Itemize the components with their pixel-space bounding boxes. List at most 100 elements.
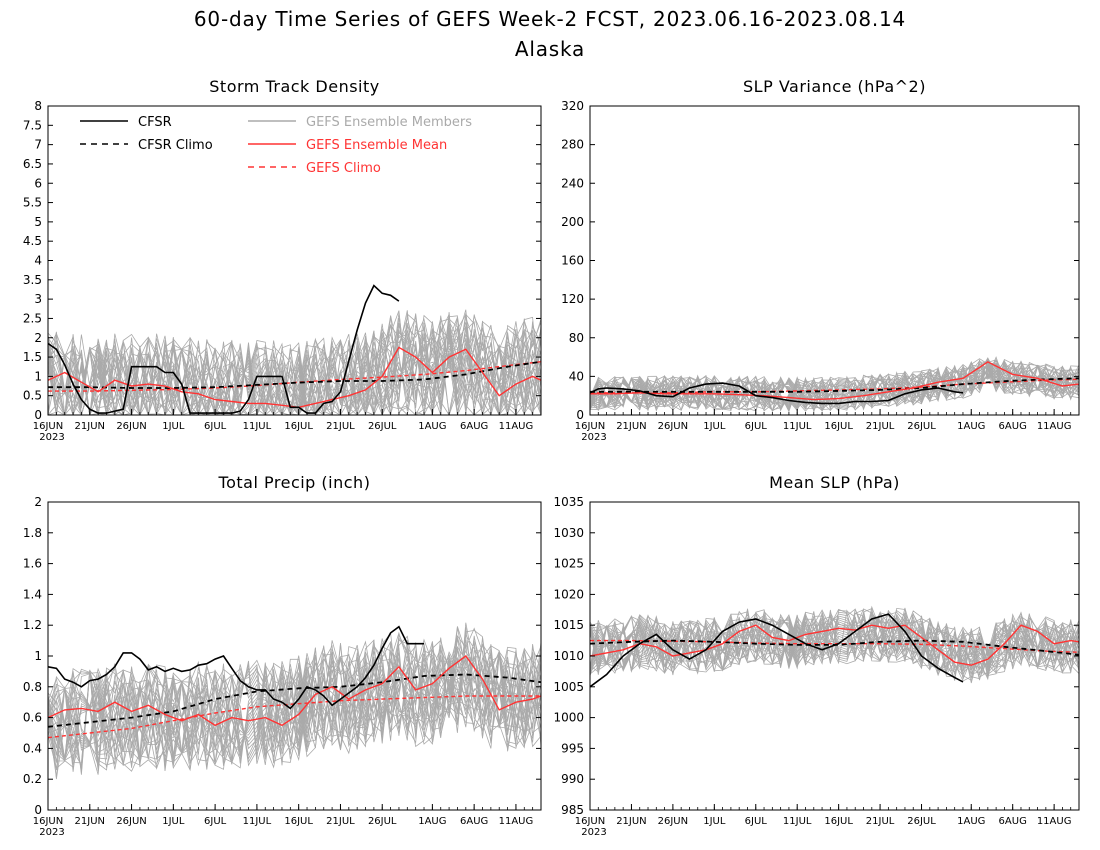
x-tick-label: 11AUG bbox=[1037, 421, 1072, 432]
ensemble-member-line bbox=[48, 312, 541, 415]
x-tick-label: 21JUN bbox=[75, 816, 105, 827]
x-tick-label: 21JUL bbox=[866, 421, 895, 432]
panel-total-precip-inch: Total Precip (inch) 0 0.2 0.4 0.6 0.8 1 1.2 1.4 1… bbox=[23, 473, 542, 838]
y-tick-label: 985 bbox=[561, 803, 584, 817]
series-line-cfsr-climo bbox=[48, 360, 542, 389]
x-tick-label: 21JUN bbox=[616, 421, 646, 432]
y-tick-label: 200 bbox=[561, 215, 584, 229]
y-tick-label: 1.5 bbox=[23, 350, 42, 364]
series-line-gefs-ensemble-mean bbox=[47, 655, 542, 727]
x-tick-label: 16JUN bbox=[575, 816, 605, 827]
ensemble-member-line bbox=[48, 655, 541, 780]
y-tick-label: 0.8 bbox=[23, 680, 42, 694]
panel-storm-track-density: Storm Track Density 0 0.5 1 1.5 2 2.5 3 3.5 4 4.5 5… bbox=[23, 77, 542, 443]
y-tick-label: 0 bbox=[34, 803, 42, 817]
x-tick-label: 11JUL bbox=[783, 421, 812, 432]
x-tick-label: 1AUG bbox=[418, 421, 446, 432]
x-tick-label: 6JUL bbox=[745, 816, 768, 827]
ensemble-member-line bbox=[590, 358, 1079, 413]
ensemble-member-line bbox=[48, 640, 541, 772]
series-line-cfsr bbox=[47, 625, 424, 710]
x-tick-label: 6JUL bbox=[204, 421, 227, 432]
x-tick-label: 16JUL bbox=[284, 816, 313, 827]
ensemble-member-line bbox=[48, 315, 541, 415]
x-tick-label: 21JUN bbox=[75, 421, 105, 432]
y-tick-label: 3.5 bbox=[23, 273, 42, 287]
x-tick-label: 16JUN bbox=[33, 421, 63, 432]
series-line-cfsr-climo bbox=[590, 377, 1080, 393]
ensemble-member-line bbox=[48, 313, 541, 415]
y-tick-label: 1 bbox=[34, 369, 42, 383]
x-tick-label: 6AUG bbox=[999, 816, 1027, 827]
y-tick-label: 1.4 bbox=[23, 587, 42, 601]
y-tick-label: 1005 bbox=[553, 680, 584, 694]
ensemble-member-line bbox=[590, 614, 1079, 674]
y-tick-label: 6.5 bbox=[23, 157, 42, 171]
ensemble-member-line bbox=[590, 611, 1079, 681]
x-tick-label: 1AUG bbox=[957, 816, 985, 827]
legend-item-gefs-ensemble-mean: GEFS Ensemble Mean bbox=[248, 138, 447, 153]
ensemble-member-line bbox=[48, 649, 541, 765]
ensemble-member-line bbox=[590, 357, 1079, 412]
y-tick-label: 7.5 bbox=[23, 118, 42, 132]
y-tick-label: 80 bbox=[569, 331, 584, 345]
x-year-label: 2023 bbox=[39, 432, 64, 443]
y-tick-label: 160 bbox=[561, 254, 584, 268]
ensemble-members bbox=[48, 622, 541, 780]
x-tick-label: 16JUN bbox=[575, 421, 605, 432]
y-tick-label: 1000 bbox=[553, 711, 584, 725]
x-tick-label: 21JUL bbox=[326, 816, 355, 827]
ensemble-member-line bbox=[48, 314, 541, 415]
x-tick-label: 1AUG bbox=[957, 421, 985, 432]
y-tick-label: 240 bbox=[561, 176, 584, 190]
x-tick-label: 6AUG bbox=[460, 816, 488, 827]
ensemble-member-line bbox=[48, 632, 541, 771]
ensemble-member-line bbox=[48, 644, 541, 770]
y-tick-label: 280 bbox=[561, 138, 584, 152]
figure-subtitle: Alaska bbox=[515, 37, 585, 61]
y-tick-label: 1.8 bbox=[23, 526, 42, 540]
ensemble-member-line bbox=[590, 611, 1079, 681]
ensemble-member-line bbox=[48, 622, 541, 770]
ensemble-member-line bbox=[48, 312, 541, 415]
x-tick-label: 16JUN bbox=[33, 816, 63, 827]
y-tick-label: 2.5 bbox=[23, 311, 42, 325]
ensemble-member-line bbox=[590, 360, 1079, 412]
legend-label: GEFS Ensemble Mean bbox=[306, 138, 447, 153]
x-tick-label: 16JUL bbox=[824, 816, 853, 827]
y-tick-label: 7 bbox=[34, 138, 42, 152]
panel-title: SLP Variance (hPa^2) bbox=[743, 77, 926, 96]
legend: CFSR CFSR Climo GEFS Ensemble Members GEFS … bbox=[80, 115, 472, 176]
panel-mean-slp-hpa: Mean SLP (hPa) 985 990 995 1000 1005 1010 1015 1… bbox=[553, 473, 1080, 838]
series-line-gefs-ensemble-mean bbox=[589, 624, 1080, 666]
ensemble-member-line bbox=[590, 364, 1079, 411]
y-tick-label: 1035 bbox=[553, 495, 584, 509]
y-tick-label: 5 bbox=[34, 215, 42, 229]
legend-label: GEFS Ensemble Members bbox=[306, 115, 472, 130]
y-tick-label: 4 bbox=[34, 254, 42, 268]
y-tick-label: 4.5 bbox=[23, 234, 42, 248]
panel-title: Mean SLP (hPa) bbox=[769, 473, 900, 492]
ensemble-member-line bbox=[48, 633, 541, 770]
x-tick-label: 21JUN bbox=[616, 816, 646, 827]
y-tick-label: 995 bbox=[561, 741, 584, 755]
ensemble-members bbox=[48, 309, 541, 415]
x-tick-label: 26JUL bbox=[907, 421, 936, 432]
ensemble-members bbox=[590, 605, 1079, 684]
figure-title: 60-day Time Series of GEFS Week-2 FCST, … bbox=[194, 7, 906, 31]
legend-item-gefs-climo: GEFS Climo bbox=[248, 161, 381, 176]
y-tick-label: 1015 bbox=[553, 618, 584, 632]
y-tick-label: 0 bbox=[576, 408, 584, 422]
ensemble-member-line bbox=[48, 332, 541, 415]
series-line-gefs-climo bbox=[590, 378, 1080, 394]
x-tick-label: 11JUL bbox=[243, 816, 272, 827]
ensemble-member-line bbox=[590, 608, 1079, 681]
ensemble-member-line bbox=[590, 607, 1079, 676]
x-tick-label: 11AUG bbox=[499, 421, 534, 432]
series-line-cfsr bbox=[589, 382, 964, 405]
x-tick-label: 6JUL bbox=[204, 816, 227, 827]
x-tick-label: 6AUG bbox=[460, 421, 488, 432]
legend-label: CFSR bbox=[138, 115, 172, 130]
ensemble-member-line bbox=[590, 611, 1079, 672]
